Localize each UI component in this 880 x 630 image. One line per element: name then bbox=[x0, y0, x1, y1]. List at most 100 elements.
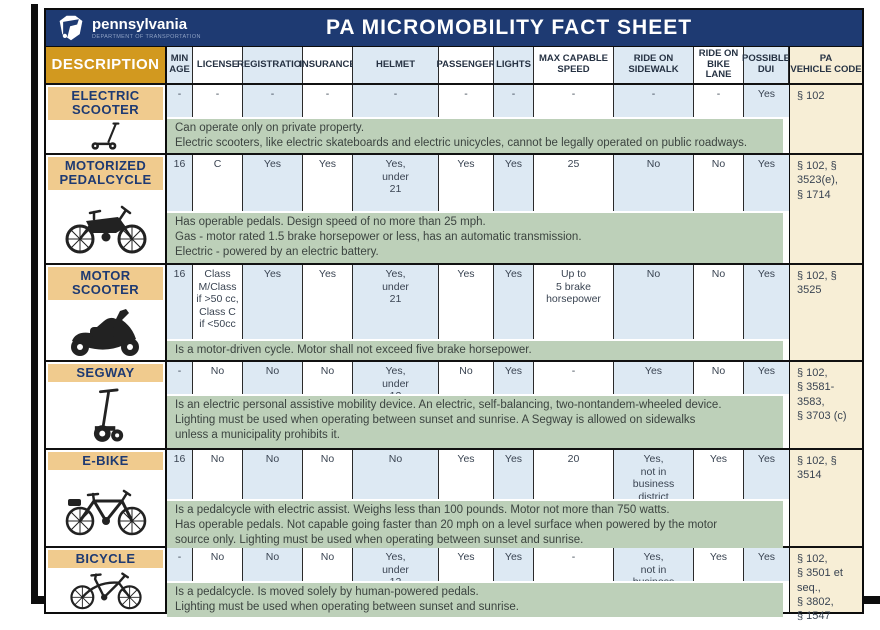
value-cell: No bbox=[243, 450, 303, 499]
note-text: Has operable pedals. Design speed of no … bbox=[167, 213, 783, 263]
value-cell: No bbox=[303, 362, 353, 394]
value-cell: Yes bbox=[439, 548, 494, 581]
value-cell: No bbox=[193, 450, 243, 499]
col-header-helmet: HELMET bbox=[353, 47, 439, 83]
col-header-description: DESCRIPTION bbox=[46, 47, 167, 83]
value-cell: No bbox=[193, 548, 243, 581]
note-text: Is a pedalcycle with electric assist. We… bbox=[167, 501, 783, 550]
table-row: MOTOR SCOOTER 16 Class M/Class if >50 cc… bbox=[46, 263, 862, 360]
logo-brand: pennsylvania bbox=[92, 15, 188, 33]
keystone-icon bbox=[59, 15, 83, 41]
value-cell: No bbox=[694, 362, 744, 394]
col-header-min-age: MIN AGE bbox=[167, 47, 193, 83]
value-cell: 16 bbox=[167, 265, 193, 339]
vehicle-desc-cell: E-BIKE bbox=[46, 450, 167, 546]
value-cell: No bbox=[353, 450, 439, 499]
value-cell: Yes bbox=[744, 450, 789, 499]
table-header-row: DESCRIPTION MIN AGE LICENSE REGISTRATION… bbox=[46, 46, 862, 83]
value-cell: - bbox=[353, 85, 439, 117]
col-header-insurance: INSURANCE bbox=[299, 47, 356, 83]
value-cell: Yes bbox=[744, 85, 789, 117]
value-cell: Yes bbox=[744, 155, 789, 211]
value-cell: - bbox=[534, 85, 614, 117]
row-values: - No No No Yes, under 12 No Yes - Yes No… bbox=[167, 362, 789, 448]
value-cell: No bbox=[439, 362, 494, 394]
vehicle-name: ELECTRIC SCOOTER bbox=[48, 87, 163, 120]
vehicle-code-cell: § 102, § 3514 bbox=[789, 450, 862, 546]
value-cell: - bbox=[494, 85, 534, 117]
value-cell: Yes bbox=[303, 265, 353, 339]
value-cell: No bbox=[694, 155, 744, 211]
vehicle-code-cell: § 102 bbox=[789, 85, 862, 153]
vehicle-name: MOTORIZED PEDALCYCLE bbox=[48, 157, 163, 190]
motorized-pedalcycle-icon bbox=[46, 190, 165, 263]
value-cell: - bbox=[193, 85, 243, 117]
value-cell: - bbox=[303, 85, 353, 117]
value-cell: Yes, not in business district bbox=[614, 450, 694, 499]
vehicle-desc-cell: SEGWAY bbox=[46, 362, 167, 448]
table-row: SEGWAY - No No No Yes, under 12 bbox=[46, 360, 862, 448]
value-cell: Yes, under 12 bbox=[353, 362, 439, 394]
value-cell: Yes bbox=[614, 362, 694, 394]
value-cell: Up to 5 brake horsepower bbox=[534, 265, 614, 339]
value-cell: No bbox=[193, 362, 243, 394]
value-cell: No bbox=[243, 362, 303, 394]
value-cell: No bbox=[694, 265, 744, 339]
value-cell: - bbox=[534, 362, 614, 394]
vehicle-code-cell: § 102, § 3581-3583, § 3703 (c) bbox=[789, 362, 862, 448]
vehicle-desc-cell: ELECTRIC SCOOTER bbox=[46, 85, 167, 153]
electric-scooter-icon bbox=[46, 120, 165, 153]
value-cell: No bbox=[614, 155, 694, 211]
row-values: 16 Class M/Class if >50 cc, Class C if <… bbox=[167, 265, 789, 360]
table-row: ELECTRIC SCOOTER - - - - - bbox=[46, 83, 862, 153]
col-header-vehicle-code: PA VEHICLE CODE bbox=[789, 47, 862, 83]
value-cell: Yes bbox=[439, 155, 494, 211]
logo-text: pennsylvania DEPARTMENT OF TRANSPORTATIO… bbox=[92, 17, 201, 40]
value-cell: Yes bbox=[744, 548, 789, 581]
col-header-passenger: PASSENGER bbox=[437, 47, 495, 83]
col-header-lights: LIGHTS bbox=[494, 47, 534, 83]
note-text: Is an electric personal assistive mobili… bbox=[167, 396, 783, 448]
value-cell: Class M/Class if >50 cc, Class C if <50c… bbox=[193, 265, 243, 339]
value-cell: Yes bbox=[494, 548, 534, 581]
value-cell: 25 bbox=[534, 155, 614, 211]
row-values: 16 No No No No Yes Yes 20 Yes, not in bu… bbox=[167, 450, 789, 550]
vehicle-desc-cell: BICYCLE bbox=[46, 548, 167, 612]
col-header-bike-lane: RIDE ON BIKE LANE bbox=[694, 47, 744, 83]
value-cell: Yes bbox=[494, 450, 534, 499]
row-values: - No No No Yes, under 12 Yes Yes - Yes, … bbox=[167, 548, 789, 617]
motor-scooter-icon bbox=[46, 300, 165, 360]
note-text: Is a pedalcycle. Is moved solely by huma… bbox=[167, 583, 783, 617]
vehicle-code-cell: § 102, § 3525 bbox=[789, 265, 862, 360]
fact-sheet: pennsylvania DEPARTMENT OF TRANSPORTATIO… bbox=[44, 8, 864, 622]
col-header-possible-dui: POSSIBLE DUI bbox=[742, 47, 790, 83]
value-cell: Yes bbox=[494, 362, 534, 394]
value-cell: 20 bbox=[534, 450, 614, 499]
table-row: BICYCLE - No No No bbox=[46, 546, 862, 622]
value-cell: Yes bbox=[243, 265, 303, 339]
value-cell: Yes bbox=[694, 450, 744, 499]
value-cell: Yes bbox=[494, 265, 534, 339]
vehicle-name: E-BIKE bbox=[48, 452, 163, 471]
value-cell: Yes bbox=[243, 155, 303, 211]
left-border-bar bbox=[31, 4, 38, 604]
row-values: 16 C Yes Yes Yes, under 21 Yes Yes 25 No… bbox=[167, 155, 789, 263]
value-cell: Yes bbox=[439, 265, 494, 339]
value-cell: - bbox=[694, 85, 744, 117]
segway-icon bbox=[46, 382, 165, 448]
vehicle-code-cell: § 102, § 3501 et seq., § 3802, § 1547 bbox=[789, 548, 862, 622]
value-cell: C bbox=[193, 155, 243, 211]
value-cell: - bbox=[534, 548, 614, 581]
value-cell: Yes, not in business district bbox=[614, 548, 694, 581]
value-cell: No bbox=[243, 548, 303, 581]
value-cell: Yes, under 12 bbox=[353, 548, 439, 581]
value-cell: Yes bbox=[744, 265, 789, 339]
value-cell: - bbox=[243, 85, 303, 117]
value-cell: Yes bbox=[744, 362, 789, 394]
bicycle-icon bbox=[46, 568, 165, 612]
logo-dept: DEPARTMENT OF TRANSPORTATION bbox=[92, 33, 201, 40]
value-cell: - bbox=[167, 362, 193, 394]
title-bar: pennsylvania DEPARTMENT OF TRANSPORTATIO… bbox=[46, 10, 862, 46]
vehicle-desc-cell: MOTOR SCOOTER bbox=[46, 265, 167, 360]
vehicle-name: MOTOR SCOOTER bbox=[48, 267, 163, 300]
